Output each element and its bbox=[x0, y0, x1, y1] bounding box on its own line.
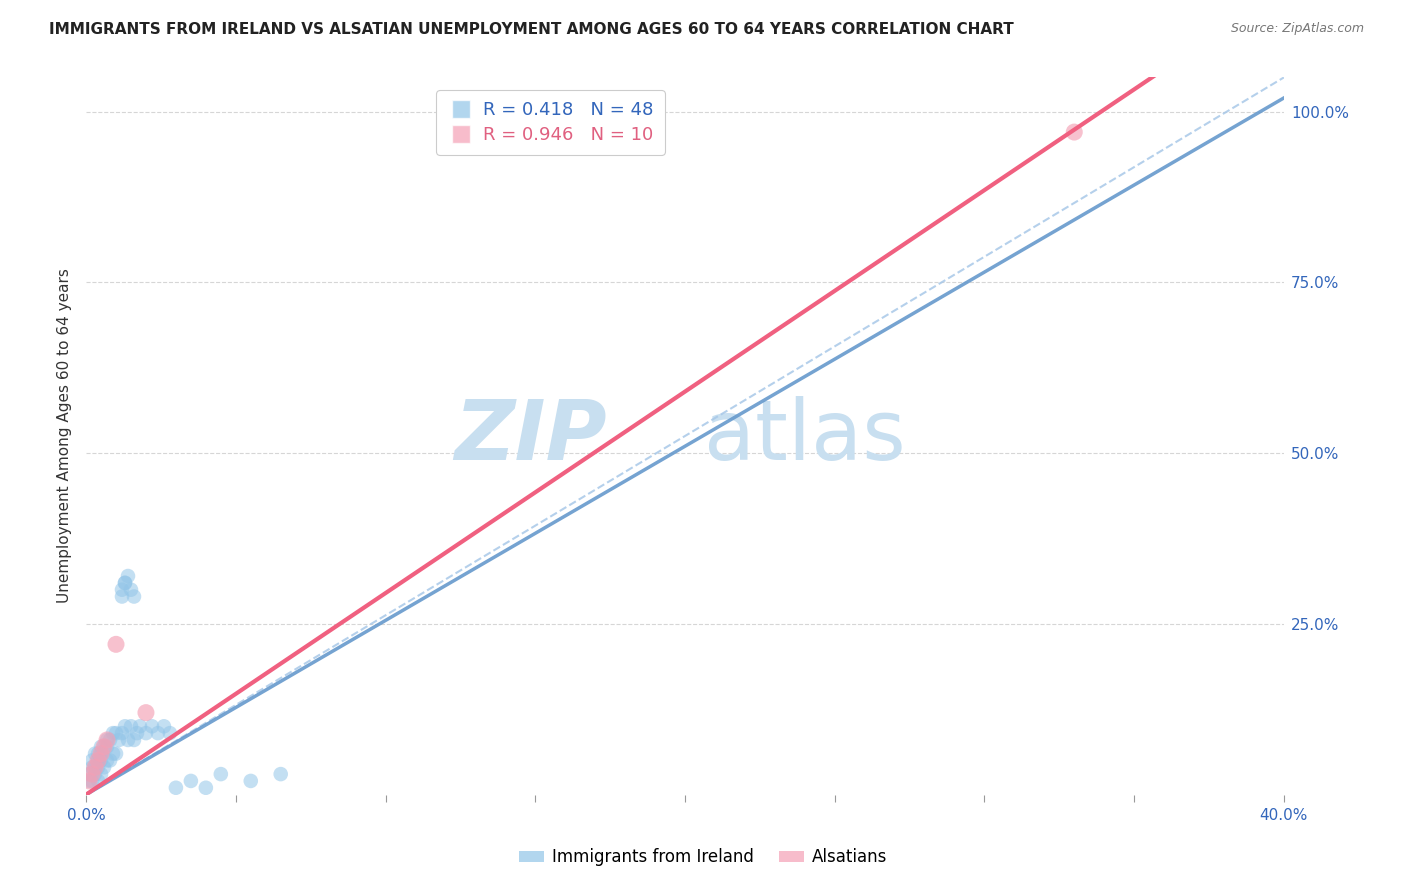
Point bbox=[80, 760, 103, 774]
Text: IMMIGRANTS FROM IRELAND VS ALSATIAN UNEMPLOYMENT AMONG AGES 60 TO 64 YEARS CORRE: IMMIGRANTS FROM IRELAND VS ALSATIAN UNEM… bbox=[49, 22, 1014, 37]
Point bbox=[111, 582, 134, 597]
Point bbox=[80, 773, 103, 788]
Point bbox=[180, 773, 202, 788]
Point bbox=[194, 780, 217, 795]
Point bbox=[90, 739, 112, 754]
Point bbox=[98, 733, 121, 747]
Point bbox=[135, 726, 157, 740]
Point bbox=[122, 733, 145, 747]
Legend: R = 0.418   N = 48, R = 0.946   N = 10: R = 0.418 N = 48, R = 0.946 N = 10 bbox=[436, 90, 665, 155]
Point bbox=[96, 754, 118, 768]
Point bbox=[96, 733, 118, 747]
Point bbox=[77, 773, 100, 788]
Point bbox=[165, 780, 187, 795]
Point bbox=[90, 747, 112, 761]
Point bbox=[77, 773, 100, 788]
Legend: Immigrants from Ireland, Alsatians: Immigrants from Ireland, Alsatians bbox=[512, 842, 894, 873]
Point bbox=[159, 726, 181, 740]
Point bbox=[114, 575, 136, 590]
Point bbox=[105, 637, 128, 651]
Y-axis label: Unemployment Among Ages 60 to 64 years: Unemployment Among Ages 60 to 64 years bbox=[58, 268, 72, 604]
Point bbox=[87, 754, 110, 768]
Point bbox=[146, 726, 169, 740]
Point bbox=[90, 747, 112, 761]
Point bbox=[84, 760, 107, 774]
Point bbox=[101, 726, 124, 740]
Point bbox=[209, 767, 232, 781]
Text: atlas: atlas bbox=[704, 395, 905, 476]
Point bbox=[141, 719, 163, 733]
Point bbox=[90, 754, 112, 768]
Point bbox=[84, 760, 107, 774]
Point bbox=[80, 754, 103, 768]
Point bbox=[101, 747, 124, 761]
Point bbox=[93, 739, 115, 754]
Point bbox=[117, 569, 139, 583]
Point bbox=[87, 773, 110, 788]
Point bbox=[87, 754, 110, 768]
Point bbox=[84, 767, 107, 781]
Point bbox=[77, 767, 100, 781]
Point bbox=[87, 747, 110, 761]
Point bbox=[111, 726, 134, 740]
Point bbox=[90, 767, 112, 781]
Point bbox=[98, 754, 121, 768]
Point bbox=[93, 760, 115, 774]
Point bbox=[114, 575, 136, 590]
Point bbox=[125, 726, 148, 740]
Point bbox=[96, 739, 118, 754]
Point bbox=[153, 719, 176, 733]
Point bbox=[105, 726, 128, 740]
Point bbox=[111, 590, 134, 604]
Point bbox=[96, 733, 118, 747]
Point bbox=[120, 719, 142, 733]
Point bbox=[114, 719, 136, 733]
Point bbox=[80, 767, 103, 781]
Point bbox=[105, 747, 128, 761]
Point bbox=[108, 733, 131, 747]
Point bbox=[270, 767, 292, 781]
Point bbox=[122, 590, 145, 604]
Point bbox=[129, 719, 152, 733]
Point bbox=[84, 747, 107, 761]
Point bbox=[120, 582, 142, 597]
Text: Source: ZipAtlas.com: Source: ZipAtlas.com bbox=[1230, 22, 1364, 36]
Point bbox=[135, 706, 157, 720]
Text: ZIP: ZIP bbox=[454, 395, 607, 476]
Point bbox=[239, 773, 262, 788]
Point bbox=[87, 760, 110, 774]
Point bbox=[1063, 125, 1085, 139]
Point bbox=[93, 739, 115, 754]
Point bbox=[117, 733, 139, 747]
